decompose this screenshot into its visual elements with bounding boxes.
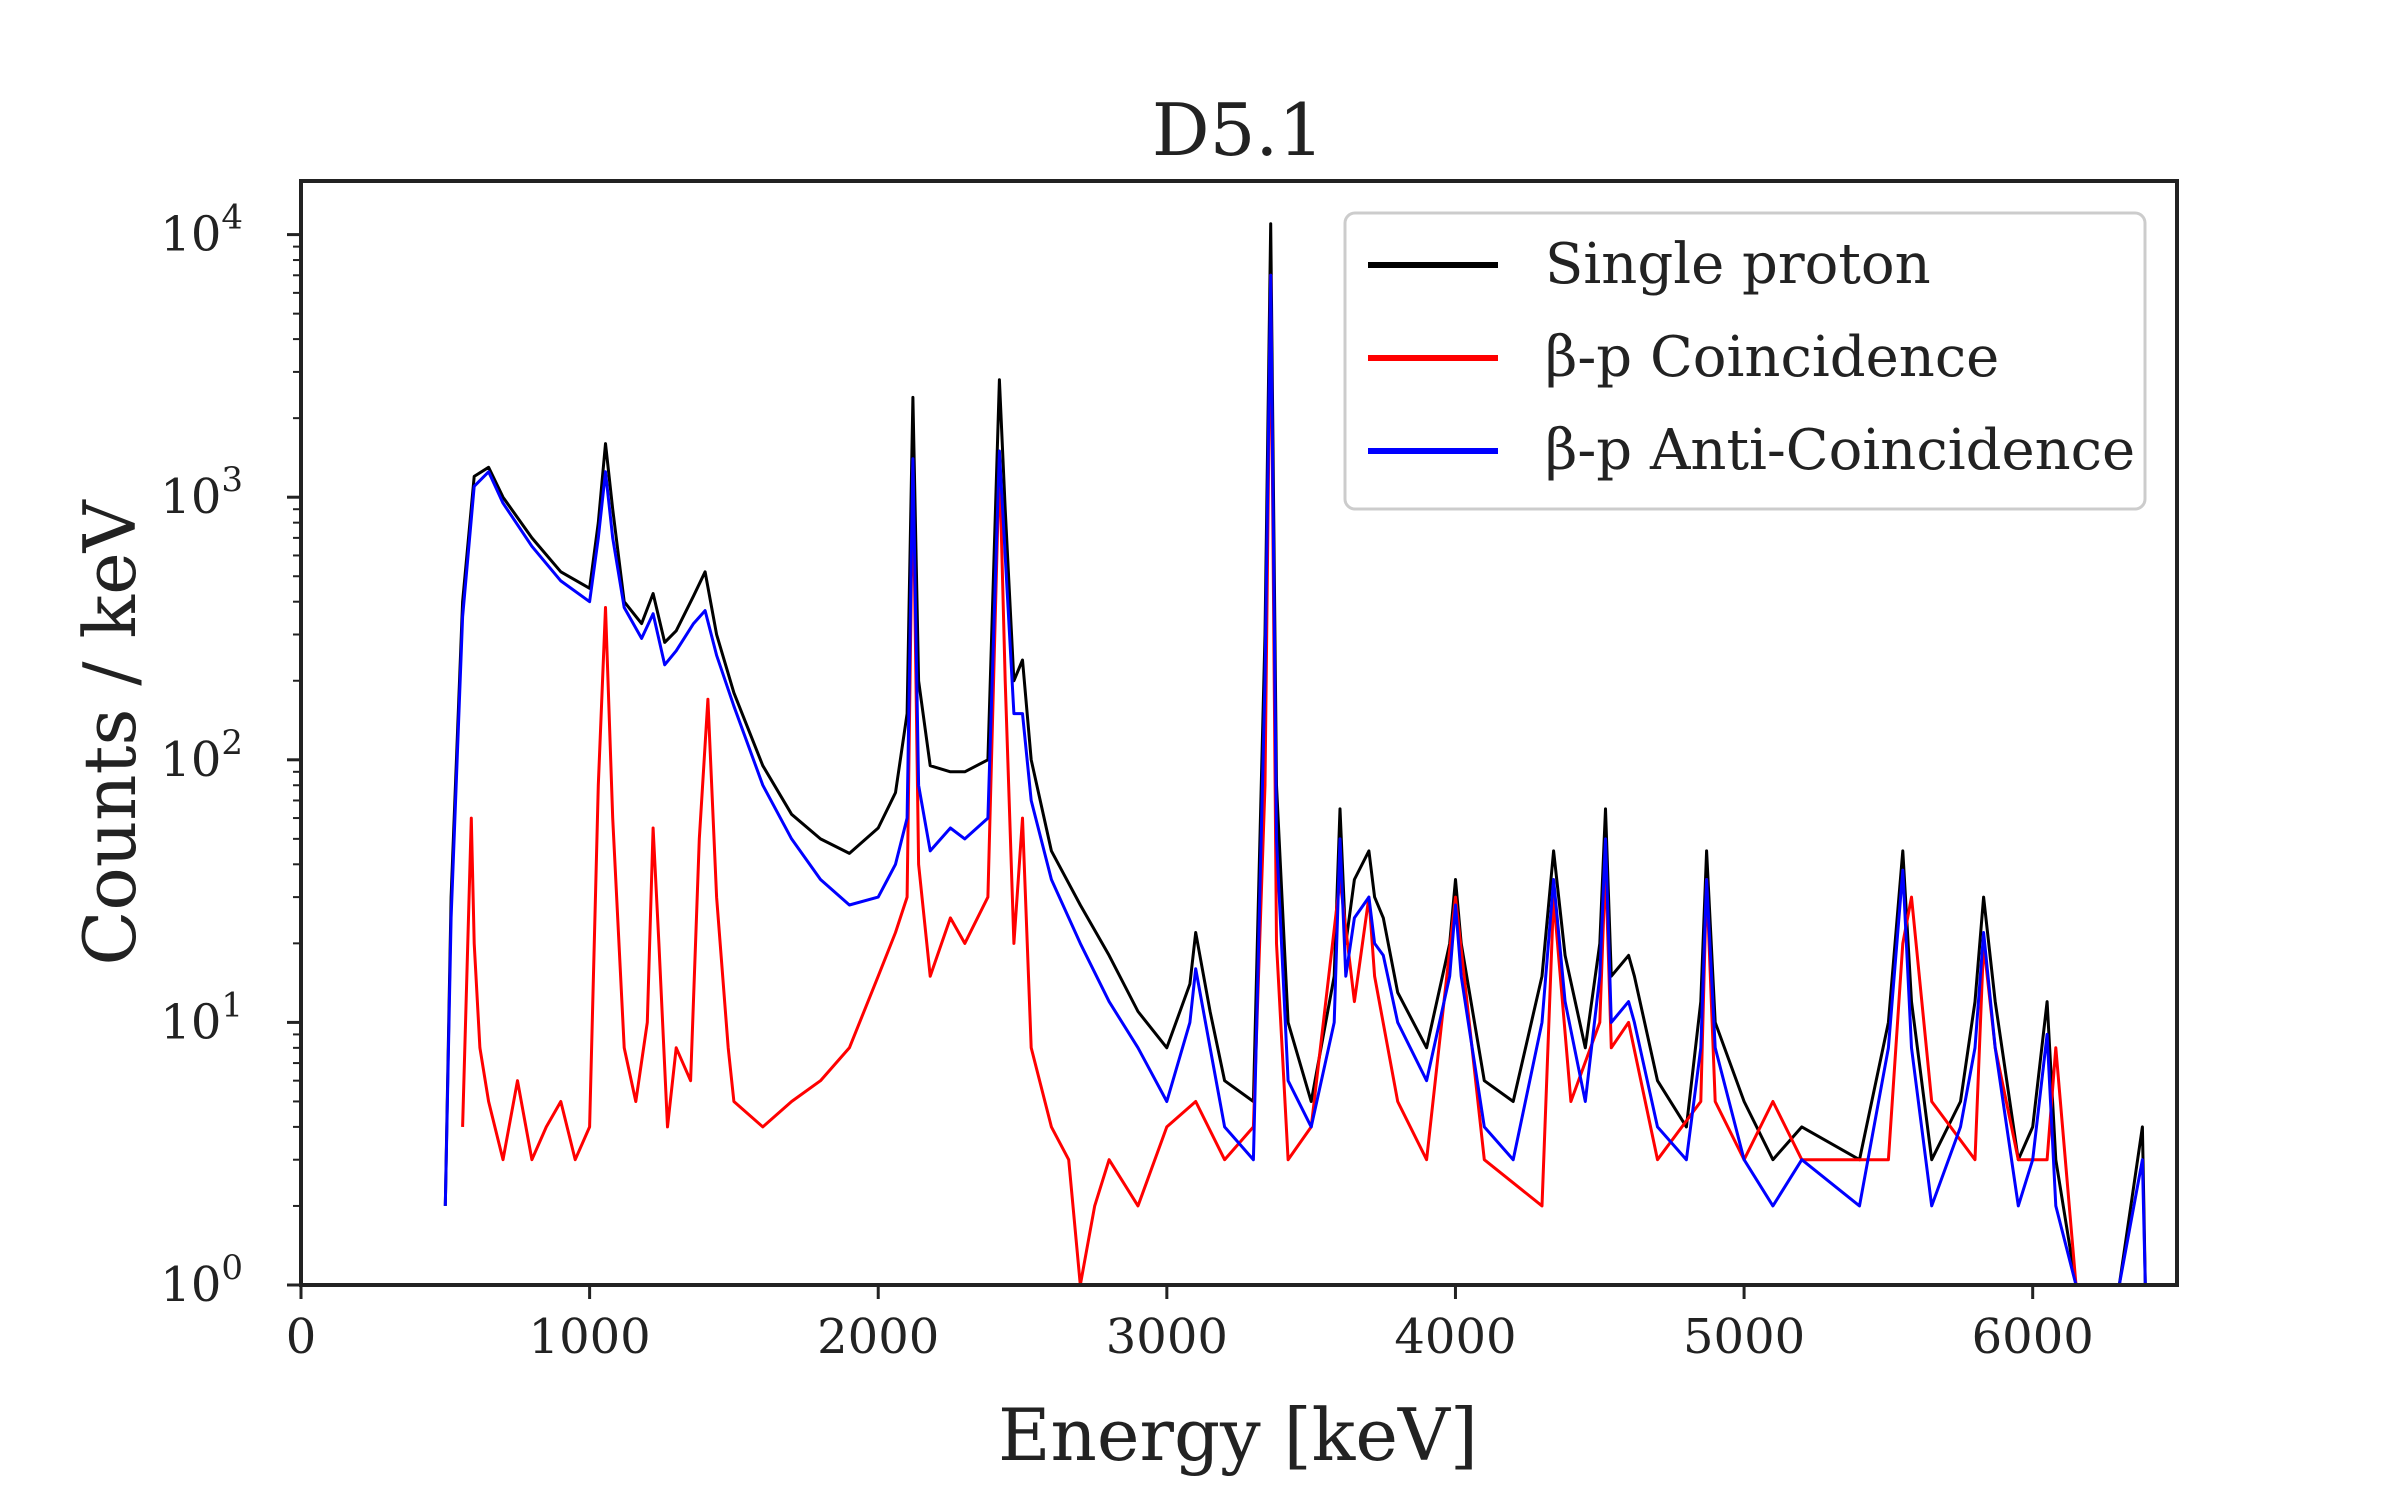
y-tick-label: 102 <box>160 723 243 788</box>
x-tick-label: 3000 <box>1106 1309 1228 1365</box>
x-tick-label: 0 <box>286 1309 317 1365</box>
x-axis: 0 1000 2000 3000 4000 5000 6000 <box>286 1285 2094 1365</box>
series-anti-coincidence <box>443 273 2147 1285</box>
x-tick-label: 1000 <box>529 1309 651 1365</box>
legend-label-anti-coincidence: β-p Anti-Coincidence <box>1545 418 2135 483</box>
legend: Single proton β-p Coincidence β-p Anti-C… <box>1343 211 2147 511</box>
plot-frame <box>299 179 2179 1287</box>
series-layer <box>443 222 2147 1285</box>
y-tick-label: 104 <box>160 198 243 263</box>
legend-box <box>1343 211 2147 511</box>
y-tick-label: 101 <box>160 985 243 1050</box>
legend-label-coincidence: β-p Coincidence <box>1545 325 1999 390</box>
x-tick-label: 6000 <box>1972 1309 2094 1365</box>
x-tick-label: 4000 <box>1394 1309 1516 1365</box>
x-tick-label: 5000 <box>1683 1309 1805 1365</box>
y-tick-label: 100 <box>160 1248 243 1313</box>
legend-label-single-proton: Single proton <box>1545 232 1931 297</box>
x-axis-label: Energy [keV] <box>998 1393 1478 1477</box>
chart-title: D5.1 <box>1152 88 1324 172</box>
y-axis: 100 101 102 103 104 <box>160 198 301 1313</box>
x-tick-label: 2000 <box>817 1309 939 1365</box>
y-tick-label: 103 <box>160 460 243 525</box>
y-axis-label: Counts / keV <box>68 498 152 965</box>
